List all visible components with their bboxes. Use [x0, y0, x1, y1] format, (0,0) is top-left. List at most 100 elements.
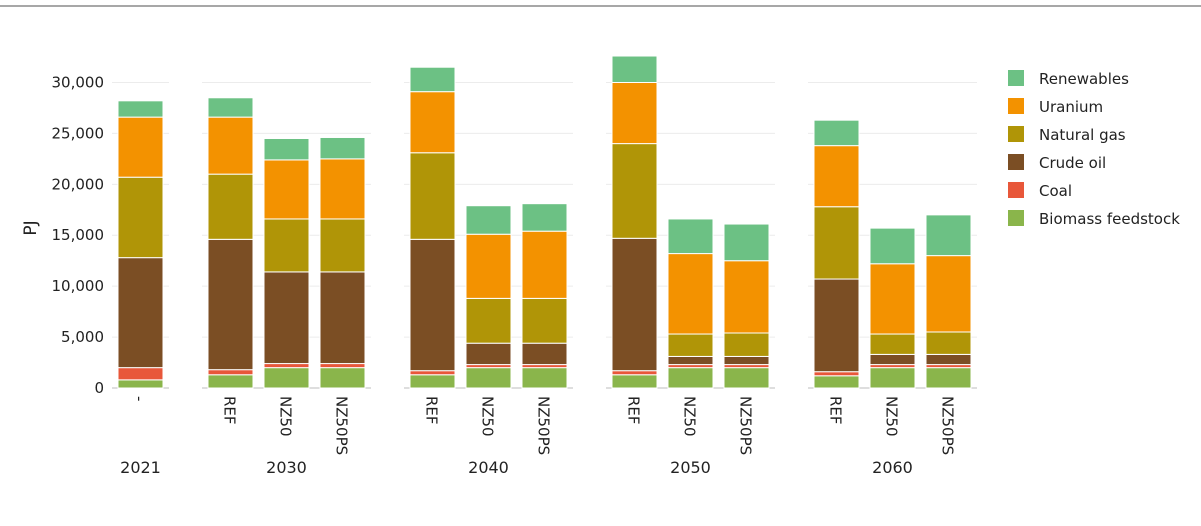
- bar-segment: [319, 363, 366, 369]
- bar-segment: [117, 257, 164, 369]
- x-year-label: 2030: [266, 458, 307, 477]
- bar-segment: [409, 152, 456, 240]
- bar-segment: [925, 214, 972, 257]
- x-year-label: 2050: [670, 458, 711, 477]
- legend: Renewables Uranium Natural gas Crude oil Coa…: [1008, 70, 1180, 228]
- bar-segment: [465, 297, 512, 344]
- x-scenario-label: NZ50: [277, 396, 295, 437]
- bar-segment: [465, 367, 512, 389]
- bar-segment: [869, 367, 916, 389]
- bar-segment: [207, 369, 254, 376]
- bar-segment: [207, 97, 254, 118]
- bar-segment: [521, 203, 568, 232]
- bar-segment: [723, 355, 770, 366]
- legend-label: Uranium: [1039, 98, 1103, 116]
- bar-segment: [263, 138, 310, 161]
- legend-label: Natural gas: [1039, 126, 1126, 144]
- x-scenario-label: REF: [625, 396, 643, 425]
- bar-segment: [319, 136, 366, 160]
- bar-segment: [263, 271, 310, 365]
- bar-segment: [667, 333, 714, 357]
- bar-segment: [409, 370, 456, 376]
- bar-segment: [813, 206, 860, 280]
- bar-segment: [869, 227, 916, 265]
- bar-segment: [117, 176, 164, 259]
- bar-segment: [117, 367, 164, 381]
- bar-segment: [723, 367, 770, 389]
- bar-segment: [611, 55, 658, 83]
- x-axis: - 2021 REF NZ50 NZ50PS 2030 REF NZ50 NZ50PS 2040 R…: [120, 396, 956, 477]
- y-tick-label: 25,000: [52, 124, 105, 142]
- bar-segment: [667, 355, 714, 366]
- x-scenario-label: REF: [423, 396, 441, 425]
- legend-swatch: [1008, 70, 1024, 86]
- bar-segment: [263, 159, 310, 220]
- bar-segment: [263, 363, 310, 369]
- bar-segment: [319, 367, 366, 389]
- x-scenario-label: NZ50PS: [333, 396, 351, 455]
- x-scenario-label: REF: [827, 396, 845, 425]
- legend-swatch: [1008, 126, 1024, 142]
- x-scenario-label: NZ50: [681, 396, 699, 437]
- bar-segment: [723, 223, 770, 262]
- legend-swatch: [1008, 98, 1024, 114]
- bar-segment: [319, 271, 366, 365]
- bar-segment: [925, 255, 972, 333]
- x-scenario-label: NZ50PS: [737, 396, 755, 455]
- x-scenario-label: NZ50: [883, 396, 901, 437]
- legend-swatch: [1008, 182, 1024, 198]
- x-scenario-label: NZ50PS: [535, 396, 553, 455]
- bar-segment: [869, 353, 916, 366]
- bar-segment: [813, 119, 860, 147]
- legend-swatch: [1008, 154, 1024, 170]
- x-scenario-label: NZ50: [479, 396, 497, 437]
- bar-segment: [521, 230, 568, 299]
- bar-segment: [207, 238, 254, 371]
- bar-segment: [667, 253, 714, 335]
- bar-segment: [869, 263, 916, 335]
- bar-segment: [925, 353, 972, 366]
- bar-segment: [409, 238, 456, 372]
- bar-segment: [207, 374, 254, 389]
- x-scenario-label: NZ50PS: [939, 396, 957, 455]
- bar-segment: [117, 100, 164, 118]
- bar-segment: [723, 260, 770, 334]
- bar-segment: [117, 379, 164, 389]
- y-tick-label: 5,000: [61, 328, 104, 346]
- bar-segment: [611, 370, 658, 376]
- bar-segment: [723, 332, 770, 357]
- bar-segment: [869, 333, 916, 355]
- bar-segment: [465, 233, 512, 299]
- x-year-label: 2040: [468, 458, 509, 477]
- legend-label: Renewables: [1039, 70, 1129, 88]
- bars: [117, 55, 972, 389]
- y-tick-label: 10,000: [52, 277, 105, 295]
- bar-segment: [319, 218, 366, 273]
- y-tick-label: 20,000: [52, 175, 105, 193]
- y-axis: 0 5,000 10,000 15,000 20,000 25,000 30,000: [52, 73, 105, 397]
- y-tick-label: 0: [94, 379, 104, 397]
- bar-segment: [813, 145, 860, 208]
- y-tick-label: 15,000: [52, 226, 105, 244]
- x-year-label: 2021: [120, 458, 161, 477]
- bar-segment: [409, 91, 456, 154]
- bar-segment: [465, 342, 512, 366]
- legend-label: Coal: [1039, 182, 1072, 200]
- bar-segment: [611, 237, 658, 372]
- x-scenario-label: -: [131, 396, 149, 401]
- y-axis-label: PJ: [21, 220, 41, 235]
- legend-label: Crude oil: [1039, 154, 1106, 172]
- bar-segment: [813, 278, 860, 373]
- bar-segment: [925, 367, 972, 389]
- bar-segment: [813, 375, 860, 389]
- legend-label: Biomass feedstock: [1039, 210, 1180, 228]
- bar-segment: [611, 143, 658, 239]
- bar-segment: [813, 371, 860, 377]
- bar-segment: [521, 342, 568, 366]
- bar-segment: [207, 173, 254, 240]
- legend-swatch: [1008, 210, 1024, 226]
- x-scenario-label: REF: [221, 396, 239, 425]
- bar-segment: [925, 331, 972, 355]
- bar-segment: [263, 218, 310, 273]
